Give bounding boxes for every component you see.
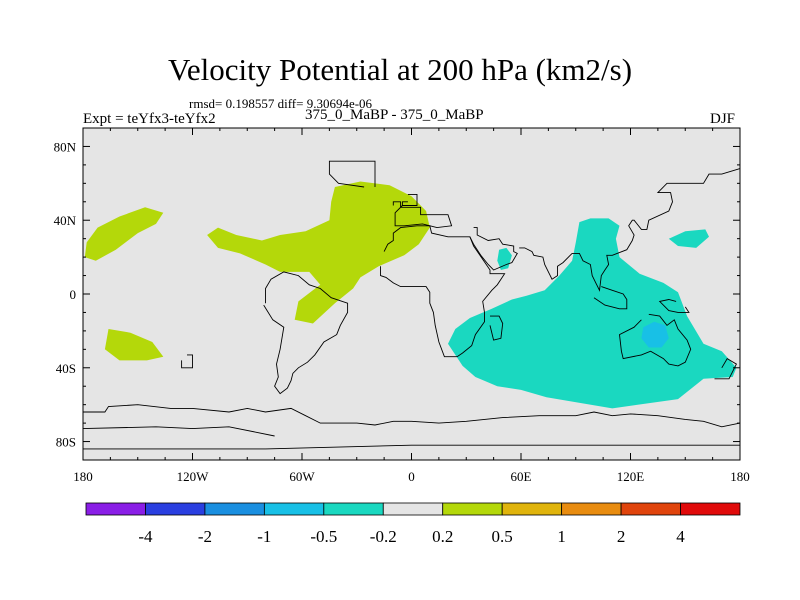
coastline — [714, 357, 737, 380]
colorbar-swatch — [204, 502, 265, 516]
colorbar-label: 0.2 — [432, 527, 453, 546]
coastline — [469, 227, 518, 271]
shaded-region-positive-pacific-south — [104, 329, 164, 361]
colorbar-label: -1 — [257, 527, 271, 546]
coastline — [181, 354, 193, 369]
colorbar-swatch — [680, 502, 741, 516]
x-tick-label: 60E — [511, 469, 532, 484]
experiment-label: Expt = teYfx3-teYfx2 — [83, 111, 216, 127]
colorbar-label: 2 — [617, 527, 626, 546]
colorbar-label: -0.2 — [370, 527, 397, 546]
shaded-region-negative-north-pacific — [668, 229, 709, 248]
colorbar-swatch — [323, 502, 384, 516]
x-tick-label: 120W — [177, 469, 210, 484]
coastline — [519, 168, 741, 292]
y-tick-label: 80S — [56, 435, 76, 450]
colorbar-label: 4 — [676, 527, 685, 546]
coastline — [619, 313, 692, 367]
colorbar-label: -2 — [198, 527, 212, 546]
coastline — [380, 225, 506, 358]
coastline — [593, 286, 628, 310]
coastline — [263, 271, 349, 395]
coastline — [489, 315, 504, 341]
x-tick-label: 0 — [408, 469, 415, 484]
colorbar-swatch — [501, 502, 563, 516]
shaded-region-negative-indo-pacific — [448, 218, 737, 409]
coastline — [82, 426, 275, 437]
x-tick-label: 180 — [73, 469, 93, 484]
colorbar-swatch — [85, 502, 146, 516]
comparison-label: 375_0_MaBP - 375_0_MaBP — [305, 107, 484, 123]
coastline — [392, 201, 453, 229]
shaded-region-negative-core — [641, 321, 669, 348]
stats-line: rmsd= 0.198557 diff= 9.30694e-06 — [189, 96, 373, 111]
shaded-region-positive-atlantic — [207, 181, 430, 324]
y-tick-label: 0 — [70, 287, 77, 302]
x-tick-label: 60W — [289, 469, 315, 484]
colorbar-swatch — [620, 502, 681, 516]
colorbar-swatch — [561, 502, 622, 516]
colorbar-label: 1 — [557, 527, 566, 546]
coastline — [658, 299, 690, 313]
colorbar-label: -4 — [138, 527, 153, 546]
y-tick-label: 40S — [56, 361, 76, 376]
y-tick-label: 40N — [54, 213, 77, 228]
colorbar-swatch — [382, 502, 444, 516]
coastline — [328, 160, 376, 188]
coastline — [83, 444, 740, 450]
shaded-region-positive-pacific-north — [84, 207, 164, 261]
colorbar-swatch — [442, 502, 503, 516]
colorbar-swatch — [145, 502, 206, 516]
x-tick-label: 180 — [730, 469, 750, 484]
x-tick-label: 120E — [617, 469, 645, 484]
season-label: DJF — [710, 111, 736, 127]
colorbar-label: -0.5 — [310, 527, 337, 546]
coastline — [83, 404, 741, 428]
y-tick-label: 80N — [54, 139, 77, 154]
coastline — [401, 193, 418, 206]
chart-title: Velocity Potential at 200 hPa (km2/s) — [167, 52, 633, 87]
colorbar-label: 0.5 — [492, 527, 513, 546]
shaded-region-negative-arabia — [497, 247, 512, 270]
colorbar-swatch — [263, 502, 325, 516]
